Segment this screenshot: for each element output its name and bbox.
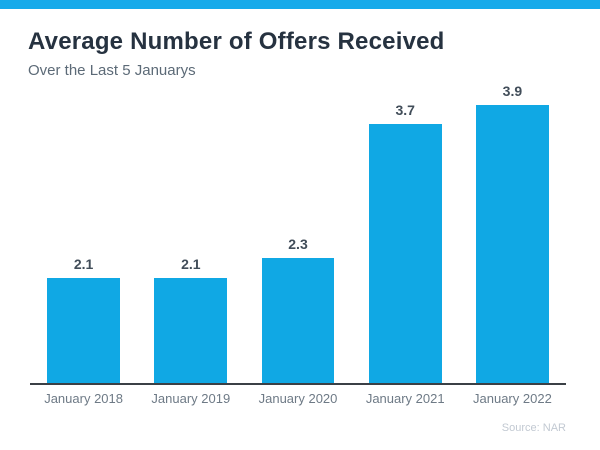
bar [47,277,121,384]
bar [154,277,228,384]
bar-cell: 3.7 [352,101,459,384]
chart-title: Average Number of Offers Received [28,28,445,55]
x-tick-label: January 2019 [151,391,231,407]
x-tick-label: January 2018 [44,391,123,407]
bar-value-label: 2.3 [288,236,308,253]
bar-cell: 2.1 [137,256,244,384]
bar [368,123,442,384]
bar-cell: 3.9 [459,82,566,384]
source-note: Source: NAR [501,422,566,434]
bar-cell: 2.3 [244,236,351,384]
chart-subtitle: Over the Last 5 Januarys [28,61,196,79]
bar-value-label: 3.7 [395,101,415,118]
x-tick-label: January 2021 [365,391,445,407]
plot-area: 2.1 2.1 2.3 3.7 3.9 [30,80,566,386]
bar-chart: 2.1 2.1 2.3 3.7 3.9 January 2018 January 2019… [30,80,566,406]
bar [475,104,549,384]
bar-cell: 2.1 [30,256,137,384]
bar [261,258,335,384]
accent-top-bar [0,0,600,9]
chart-header: Average Number of Offers Received Over t… [0,9,600,80]
bar-value-label: 2.1 [73,255,94,272]
x-tick-label: January 2022 [473,391,552,407]
bar-value-label: 2.1 [181,255,201,272]
x-axis-labels: January 2018 January 2019 January 2020 Janu… [30,391,566,406]
bar-value-label: 3.9 [502,82,523,99]
x-tick-label: January 2020 [258,391,338,407]
